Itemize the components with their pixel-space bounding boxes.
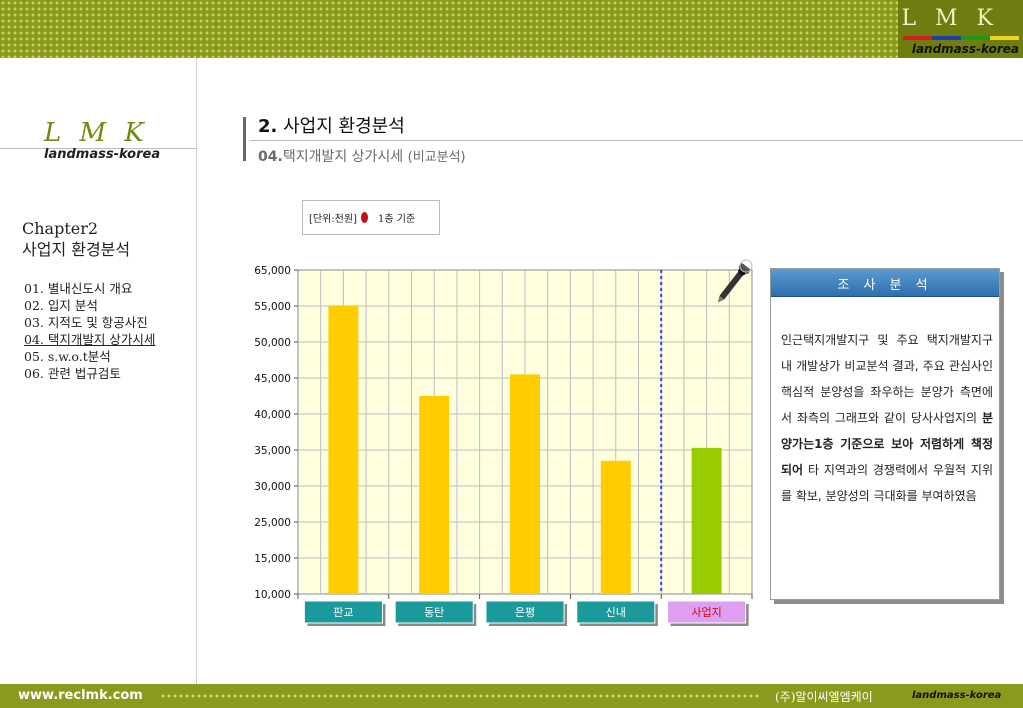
y-tick-label: 30,000 (254, 481, 291, 493)
category-label-box (485, 600, 565, 624)
menu-item-05[interactable]: 05. s.w.o.t분석 (24, 348, 155, 365)
menu-item-04[interactable]: 04. 택지개발지 상가시세 (24, 331, 155, 348)
title-accent-bar (243, 117, 246, 161)
analysis-text-after: 타 지역과의 경쟁력에서 우월적 지위를 확보, 분양성의 극대화를 부여하였음 (781, 463, 993, 503)
y-tick-label: 45,000 (254, 373, 291, 385)
analysis-text-highlight: 분양가는1층 기준으로 보아 저렴하게 책정되어 (781, 411, 993, 477)
category-labels: 판교 동탄 은평 신내 사업지 (297, 594, 753, 626)
bar-2 (419, 396, 450, 594)
y-axis: 10,000 15,000 25,000 30,000 35,000 40,000 45,0… (254, 265, 298, 601)
menu-item-label: 05. s.w.o.t분석 (24, 349, 111, 364)
analysis-text: 인근택지개발지구 및 주요 택지개발지구 내 개발상가 비교분석 결과, 주요 … (781, 327, 993, 509)
bar-1 (328, 306, 359, 594)
menu-item-label: 02. 입지 분석 (24, 298, 98, 313)
menu-item-label: 04. 택지개발지 상가시세 (24, 332, 156, 347)
subtitle-number: 04. (258, 149, 283, 165)
top-banner (0, 0, 1023, 58)
menu-item-label: 06. 관련 법규검토 (24, 366, 121, 381)
category-label-box (667, 600, 747, 624)
footer-url-link[interactable]: www.reclmk.com (18, 688, 143, 703)
logo-color-stripes (903, 36, 1019, 40)
category-label: 동탄 (424, 606, 444, 619)
page-title-number: 2. (258, 116, 278, 137)
stripe-yellow (990, 36, 1019, 40)
unit-legend: [단위:천원] 1층 기준 (302, 200, 440, 235)
footer-bar: www.reclmk.com (주)알이씨엘엠케이 landmass-korea (0, 684, 1023, 708)
sidebar-logo-tagline: landmass-korea (44, 147, 161, 162)
title-rule (250, 140, 1023, 141)
chapter-menu: 01. 별내신도시 개요 02. 입지 분석 03. 지적도 및 항공사진 04… (24, 280, 155, 382)
analysis-heading: 조 사 분 석 (837, 278, 933, 293)
menu-item-label: 01. 별내신도시 개요 (24, 281, 133, 296)
menu-item-06[interactable]: 06. 관련 법규검토 (24, 365, 155, 382)
category-label-box (303, 600, 383, 624)
basis-label: 1층 기준 (377, 214, 416, 225)
top-logo-tagline: landmass-korea (911, 42, 1019, 56)
menu-item-03[interactable]: 03. 지적도 및 항공사진 (24, 314, 155, 331)
menu-item-label: 03. 지적도 및 항공사진 (24, 315, 148, 330)
chapter-number: Chapter2 (22, 219, 99, 238)
footer-company: (주)알이씨엘엠케이 (775, 690, 873, 704)
analysis-heading-bar: 조 사 분 석 (771, 269, 999, 297)
y-tick-label: 55,000 (254, 301, 291, 313)
bar-3 (510, 374, 540, 594)
bar-5 (691, 447, 722, 594)
y-tick-label: 40,000 (254, 409, 291, 421)
stripe-red (903, 36, 932, 40)
pen-icon (717, 259, 753, 303)
unit-label: [단위:천원] (309, 214, 357, 225)
analysis-card: 조 사 분 석 인근택지개발지구 및 주요 택지개발지구 내 개발상가 비교분석… (770, 268, 1000, 600)
bullet-icon (360, 212, 368, 223)
y-tick-label: 10,000 (254, 589, 291, 601)
sidebar-logo: L M K (44, 118, 149, 148)
price-bar-chart: 10,000 15,000 25,000 30,000 35,000 40,000 45,0… (254, 265, 753, 626)
top-logo: L M K landmass-korea (898, 0, 1023, 58)
category-label: 판교 (333, 606, 353, 619)
sidebar-divider (196, 58, 197, 684)
stripe-green (961, 36, 990, 40)
sidebar-logo-rule (0, 148, 196, 149)
analysis-text-before: 인근택지개발지구 및 주요 택지개발지구 내 개발상가 비교분석 결과, 주요 … (781, 333, 993, 425)
category-label: 은평 (515, 606, 535, 619)
menu-item-02[interactable]: 02. 입지 분석 (24, 297, 155, 314)
y-tick-label: 35,000 (254, 445, 291, 457)
chapter-heading: Chapter2 사업지 환경분석 (22, 218, 130, 260)
analysis-panel: 조 사 분 석 인근택지개발지구 및 주요 택지개발지구 내 개발상가 비교분석… (770, 268, 1004, 604)
bars (328, 306, 722, 594)
y-tick-label: 25,000 (254, 517, 291, 529)
category-label-box (394, 600, 474, 624)
subtitle-note: (비교분석) (407, 150, 466, 165)
y-tick-label: 65,000 (254, 265, 291, 277)
bar-4 (600, 460, 631, 594)
category-label: 신내 (606, 606, 626, 619)
y-tick-label: 15,000 (254, 553, 291, 565)
page-title: 2. 사업지 환경분석 (258, 112, 405, 138)
top-logo-text: L M K (901, 6, 999, 31)
menu-item-01[interactable]: 01. 별내신도시 개요 (24, 280, 155, 297)
page-title-text: 사업지 환경분석 (283, 116, 405, 137)
footer-dots (160, 693, 760, 699)
stripe-blue (932, 36, 961, 40)
subtitle-text: 택지개발지 상가시세 (282, 149, 404, 165)
category-label-box (576, 600, 656, 624)
footer-tagline: landmass-korea (912, 690, 1002, 701)
category-label: 사업지 (691, 606, 721, 619)
page-subtitle: 04.택지개발지 상가시세 (비교분석) (258, 146, 466, 166)
y-tick-label: 50,000 (254, 337, 291, 349)
chapter-title: 사업지 환경분석 (22, 240, 131, 259)
